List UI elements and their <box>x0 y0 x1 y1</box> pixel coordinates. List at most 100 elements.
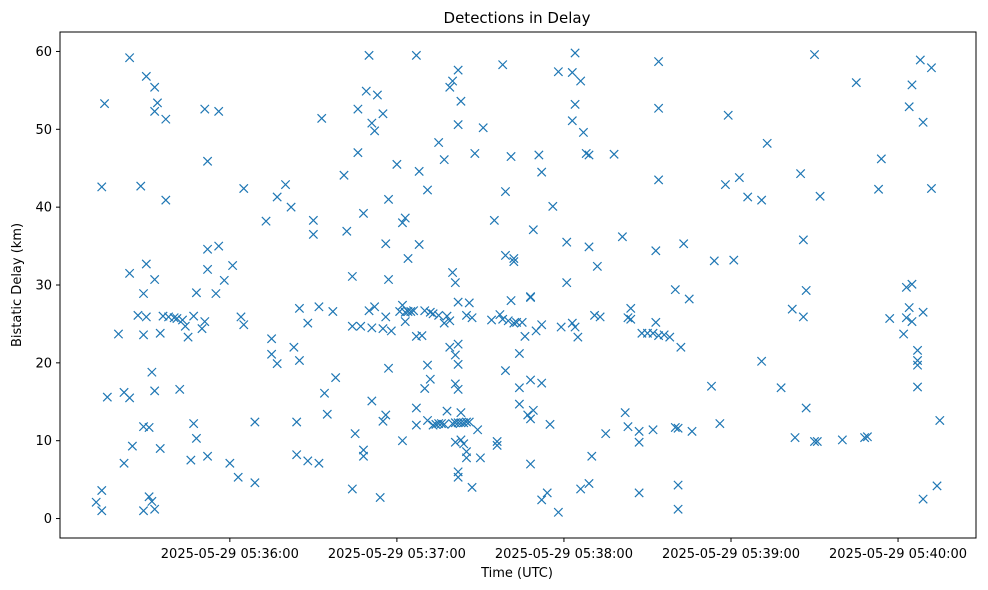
data-point <box>191 433 202 443</box>
data-point <box>464 417 474 427</box>
data-point <box>175 384 185 394</box>
data-point <box>303 318 313 328</box>
data-point <box>294 303 305 313</box>
chart-title: Detections in Delay <box>444 9 591 27</box>
y-tick-label: 50 <box>35 123 52 138</box>
data-point <box>904 302 914 313</box>
data-point <box>367 118 377 128</box>
data-point <box>442 311 452 321</box>
data-point <box>537 167 547 177</box>
data-point <box>456 96 466 106</box>
data-point <box>97 485 107 496</box>
data-point <box>383 274 394 285</box>
data-point <box>392 159 402 169</box>
data-point <box>592 261 602 271</box>
data-point <box>453 65 463 75</box>
data-point <box>464 298 474 308</box>
data-point <box>467 313 477 323</box>
data-point <box>422 360 433 370</box>
data-point <box>720 179 731 190</box>
data-point <box>417 330 427 341</box>
data-point <box>509 257 519 267</box>
data-point <box>790 432 800 443</box>
data-point <box>904 102 914 112</box>
data-point <box>342 226 352 236</box>
data-point <box>617 232 628 242</box>
data-point <box>912 360 923 370</box>
data-point <box>907 316 917 327</box>
data-point <box>456 408 466 418</box>
data-point <box>634 437 644 447</box>
data-point <box>506 295 516 306</box>
data-point <box>138 288 149 299</box>
data-point <box>144 422 154 433</box>
data-point <box>250 478 260 488</box>
data-point <box>119 458 129 468</box>
data-point <box>442 406 452 416</box>
data-point <box>289 342 299 352</box>
data-point <box>331 373 341 383</box>
y-axis-label: Bistatic Delay (km) <box>10 223 25 347</box>
data-point <box>514 348 525 359</box>
data-point <box>581 148 591 159</box>
data-point <box>456 435 466 445</box>
data-point <box>369 302 380 312</box>
data-point <box>715 418 725 429</box>
data-point <box>169 313 179 323</box>
data-point <box>183 332 193 342</box>
data-point <box>124 268 135 278</box>
data-point <box>525 375 536 385</box>
data-point <box>425 374 435 384</box>
data-point <box>498 314 508 324</box>
data-point <box>172 313 182 324</box>
data-point <box>873 184 884 194</box>
data-point <box>653 175 664 185</box>
data-point <box>141 312 151 322</box>
data-point <box>378 323 388 334</box>
data-point <box>328 306 338 317</box>
data-point <box>461 417 472 427</box>
data-point <box>578 127 589 138</box>
data-point <box>97 182 107 192</box>
data-point <box>356 321 366 331</box>
data-point <box>272 359 282 369</box>
data-point <box>266 349 277 359</box>
data-point <box>801 403 811 413</box>
data-point <box>514 399 525 409</box>
data-point <box>570 99 580 110</box>
data-point <box>397 436 408 446</box>
data-point <box>734 172 744 183</box>
data-point <box>314 458 324 468</box>
data-point <box>453 384 463 394</box>
data-point <box>500 250 511 261</box>
data-point <box>901 313 912 323</box>
data-point <box>266 334 277 344</box>
data-point <box>211 288 221 299</box>
data-point <box>358 208 369 219</box>
data-point <box>679 239 689 249</box>
data-point <box>411 420 422 430</box>
data-point <box>453 297 463 307</box>
data-point <box>378 416 388 426</box>
data-point <box>648 328 658 338</box>
data-point <box>673 423 683 433</box>
data-point <box>197 323 207 334</box>
data-point <box>798 312 809 322</box>
data-point <box>214 106 224 117</box>
data-point <box>408 306 419 316</box>
data-point <box>375 492 385 503</box>
data-point <box>189 311 199 321</box>
data-point <box>202 156 213 166</box>
data-point <box>453 120 463 130</box>
data-point <box>525 414 536 424</box>
data-point <box>932 481 942 491</box>
data-point <box>420 383 430 394</box>
data-point <box>812 436 822 447</box>
data-point <box>353 148 363 158</box>
y-tick-label: 10 <box>35 434 52 449</box>
data-point <box>161 114 171 124</box>
data-point <box>918 307 928 317</box>
data-point <box>537 378 547 388</box>
data-point <box>239 183 249 194</box>
